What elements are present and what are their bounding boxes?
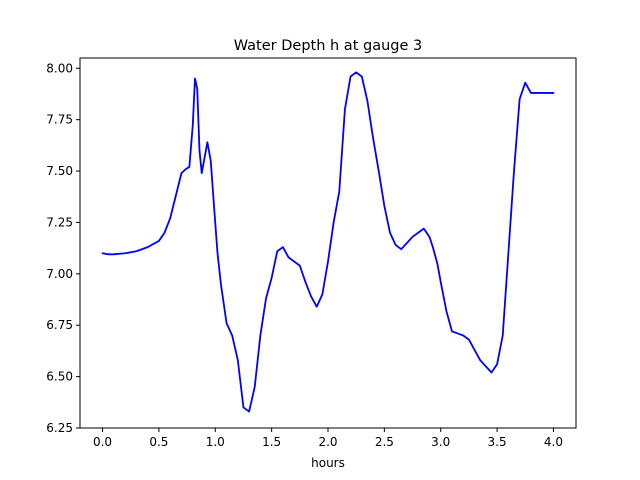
x-tick-label: 4.0 — [544, 435, 563, 449]
x-axis-label: hours — [311, 456, 345, 470]
x-tick-label: 1.0 — [206, 435, 225, 449]
y-tick-label: 7.75 — [46, 113, 73, 127]
x-tick-label: 2.5 — [375, 435, 394, 449]
chart-title: Water Depth h at gauge 3 — [234, 38, 422, 54]
y-axis: 6.25 6.50 6.75 7.00 7.25 7.50 7.75 8.00 — [46, 61, 80, 435]
y-tick-label: 8.00 — [46, 61, 73, 75]
x-axis: 0.0 0.5 1.0 1.5 2.0 2.5 3.0 3.5 4.0 — [93, 428, 563, 449]
y-tick-label: 6.25 — [46, 421, 73, 435]
y-tick-label: 7.50 — [46, 164, 73, 178]
y-tick-label: 7.00 — [46, 267, 73, 281]
x-tick-label: 3.5 — [488, 435, 507, 449]
x-tick-label: 0.5 — [149, 435, 168, 449]
y-tick-label: 6.75 — [46, 318, 73, 332]
x-tick-label: 3.0 — [431, 435, 450, 449]
x-tick-label: 1.5 — [262, 435, 281, 449]
x-tick-label: 2.0 — [318, 435, 337, 449]
series-line-0 — [101, 71, 555, 413]
plot-area — [101, 71, 555, 413]
y-tick-label: 6.50 — [46, 370, 73, 384]
x-tick-label: 0.0 — [93, 435, 112, 449]
y-tick-label: 7.25 — [46, 215, 73, 229]
